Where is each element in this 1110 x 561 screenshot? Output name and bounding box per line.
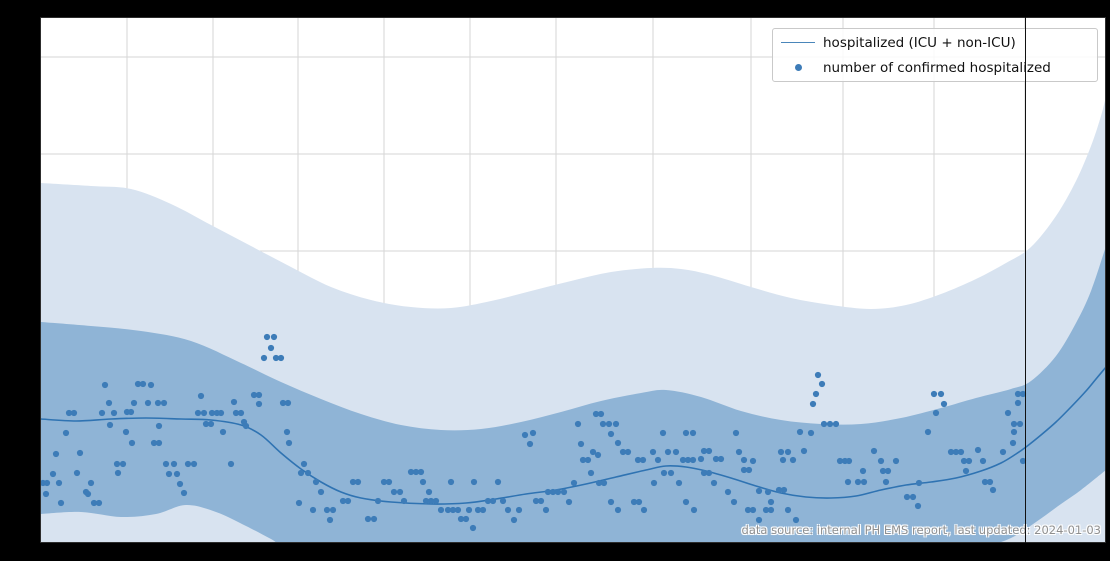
scatter-dot-swatch-icon xyxy=(781,64,815,71)
legend: hospitalized (ICU + non-ICU) number of c… xyxy=(772,28,1098,82)
legend-item-hospitalized: hospitalized (ICU + non-ICU) xyxy=(781,32,1089,54)
legend-label: number of confirmed hospitalized xyxy=(823,59,1051,76)
legend-label: hospitalized (ICU + non-ICU) xyxy=(823,34,1016,51)
today-marker-line xyxy=(1024,17,1027,543)
trend-line-swatch-icon xyxy=(781,42,815,43)
legend-item-confirmed: number of confirmed hospitalized xyxy=(781,57,1089,79)
data-source-note: data source: internal PH EMS report, las… xyxy=(741,523,1101,537)
chart-canvas xyxy=(41,18,1105,542)
plot-area xyxy=(40,17,1106,543)
